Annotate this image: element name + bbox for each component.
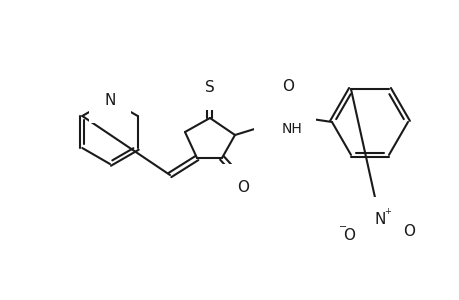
Text: N: N <box>269 119 280 134</box>
Text: O: O <box>236 179 248 194</box>
Text: NH: NH <box>281 122 302 136</box>
Text: N: N <box>374 212 385 227</box>
Text: S: S <box>205 80 214 94</box>
Text: O: O <box>402 224 414 239</box>
Text: +: + <box>384 208 391 217</box>
Text: O: O <box>342 227 354 242</box>
Text: N: N <box>104 92 115 107</box>
Text: O: O <box>281 79 293 94</box>
Text: −: − <box>338 222 346 232</box>
